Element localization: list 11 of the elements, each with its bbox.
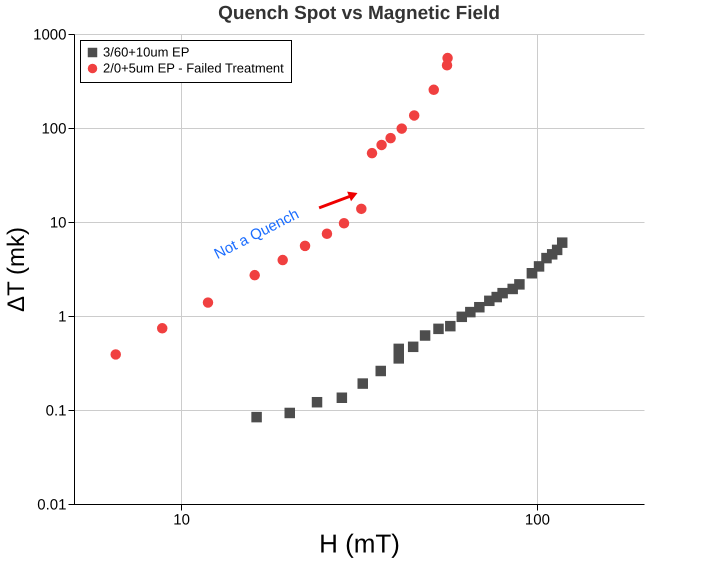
x-axis-title: H (mT)	[319, 528, 400, 558]
y-tick-label: 1	[58, 308, 66, 326]
legend-label: 2/0+5um EP - Failed Treatment	[103, 60, 284, 76]
y-tick-label: 1000	[33, 26, 66, 44]
y-axis-title: ΔT (mk)	[3, 227, 30, 312]
y-tick-label: 10	[50, 214, 66, 232]
y-tick-label: 0.1	[46, 402, 66, 420]
y-tick-label: 100	[41, 120, 66, 138]
chart-title: Quench Spot vs Magnetic Field	[218, 3, 500, 24]
legend-label: 3/60+10um EP	[103, 44, 190, 60]
y-tick-label: 0.01	[37, 496, 66, 514]
